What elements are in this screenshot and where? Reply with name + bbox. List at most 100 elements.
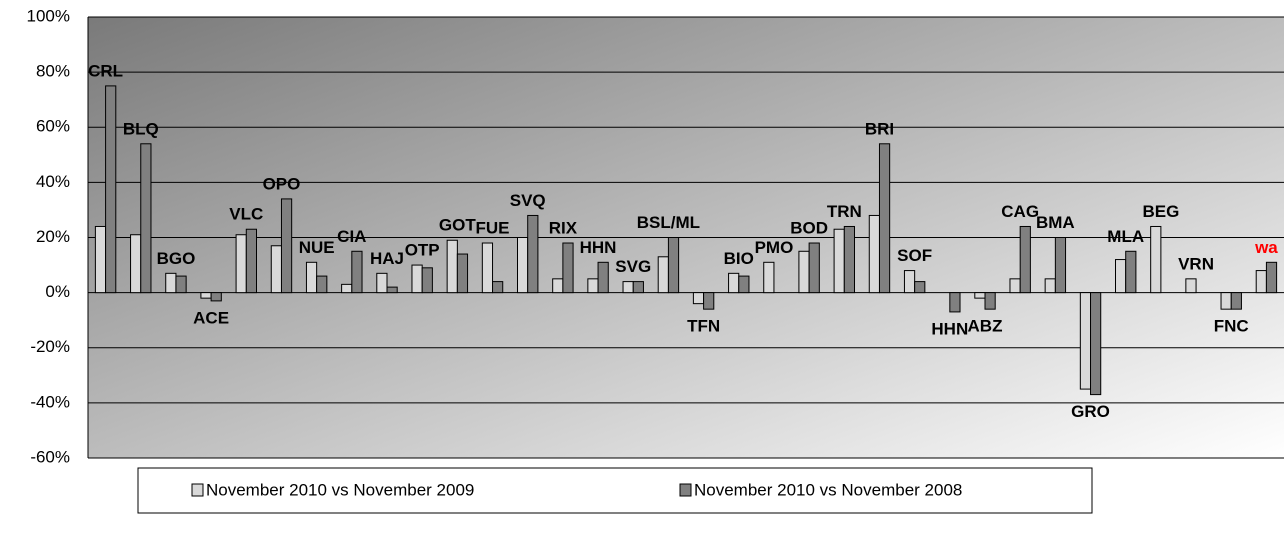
- bar: [421, 267, 433, 294]
- bar: [411, 264, 423, 294]
- bar: [914, 281, 926, 294]
- category-label: BOD: [790, 218, 828, 237]
- category-label: BRI: [865, 119, 894, 138]
- bar: [798, 250, 810, 294]
- bar: [316, 275, 328, 294]
- bar: [1255, 270, 1267, 294]
- category-label: FUE: [476, 218, 510, 237]
- bar: [1009, 278, 1021, 294]
- bar: [105, 85, 117, 294]
- bar: [1265, 261, 1278, 294]
- bar: [456, 253, 469, 294]
- bar: [562, 242, 574, 294]
- category-label: wa: [1254, 238, 1278, 257]
- bar: [305, 261, 318, 294]
- legend-swatch: [679, 483, 692, 497]
- bar: [622, 281, 634, 294]
- category-label: BMA: [1036, 213, 1075, 232]
- bar: [728, 272, 740, 294]
- bar: [833, 228, 845, 294]
- category-label: CAG: [1001, 202, 1039, 221]
- bar: [270, 245, 282, 294]
- bar: [200, 292, 212, 299]
- category-label: MLA: [1107, 227, 1144, 246]
- y-tick-label: 40%: [36, 172, 70, 191]
- bar: [140, 143, 152, 294]
- bar: [949, 292, 961, 313]
- legend-swatch: [191, 483, 204, 497]
- bar: [1054, 237, 1067, 294]
- bar: [974, 292, 986, 299]
- bar: [587, 278, 599, 294]
- bar: [1150, 225, 1162, 294]
- bar: [527, 214, 539, 294]
- bar: [210, 292, 222, 302]
- bar: [280, 198, 293, 294]
- bar: [175, 275, 187, 294]
- bar: [130, 234, 142, 294]
- bar: [868, 214, 880, 294]
- category-label: PMO: [755, 238, 794, 257]
- bar: [878, 143, 891, 294]
- legend-box: [137, 467, 1093, 514]
- category-label: CIA: [337, 227, 366, 246]
- category-label: CRL: [88, 61, 123, 80]
- category-label: TRN: [827, 202, 862, 221]
- category-label: HHN: [580, 238, 617, 257]
- category-label: BGO: [157, 249, 196, 268]
- bar: [492, 281, 504, 294]
- category-label: BSL/ML: [637, 213, 700, 232]
- bar: [692, 292, 705, 305]
- bar: [632, 281, 644, 294]
- bar: [843, 225, 855, 294]
- category-label: TFN: [687, 317, 720, 336]
- category-label: GOT: [439, 216, 476, 235]
- y-tick-label: 60%: [36, 117, 70, 136]
- bar: [1019, 225, 1031, 294]
- bar: [703, 292, 715, 310]
- bar: [481, 242, 494, 294]
- category-label: HHN: [931, 319, 968, 338]
- y-tick-label: -40%: [30, 392, 70, 411]
- bar: [446, 239, 458, 294]
- category-label: VLC: [229, 205, 263, 224]
- category-label: SVQ: [510, 191, 546, 210]
- y-tick-label: -20%: [30, 337, 70, 356]
- bar: [517, 237, 529, 294]
- category-label: GRO: [1071, 402, 1110, 421]
- y-tick-label: 20%: [36, 227, 70, 246]
- bar: [984, 292, 996, 310]
- y-tick-label: -60%: [30, 447, 70, 466]
- bar: [738, 275, 750, 294]
- category-label: BLQ: [123, 119, 159, 138]
- bar: [386, 286, 398, 294]
- bar: [1115, 259, 1127, 294]
- category-label: BIO: [724, 249, 754, 268]
- category-label: OTP: [405, 241, 440, 260]
- bar: [165, 272, 177, 294]
- bar: [1079, 292, 1092, 390]
- bar: [235, 234, 247, 294]
- category-label: VRN: [1178, 254, 1214, 273]
- bar: [667, 237, 680, 294]
- bar: [1044, 278, 1056, 294]
- category-label: ACE: [193, 308, 229, 327]
- bar: [763, 261, 775, 294]
- legend-label: November 2010 vs November 2008: [694, 480, 962, 499]
- bar: [1185, 278, 1197, 294]
- bar: [245, 228, 257, 294]
- bar: [341, 283, 353, 294]
- y-tick-label: 100%: [27, 6, 70, 25]
- category-label: RIX: [549, 218, 578, 237]
- bar: [1230, 292, 1242, 310]
- category-label: NUE: [299, 238, 335, 257]
- bar: [1125, 250, 1137, 294]
- bar: [808, 242, 820, 294]
- bar: [376, 272, 388, 294]
- bar: [94, 225, 107, 294]
- y-tick-label: 0%: [45, 282, 70, 301]
- bar: [552, 278, 564, 294]
- category-label: HAJ: [370, 249, 404, 268]
- bar: [597, 261, 609, 294]
